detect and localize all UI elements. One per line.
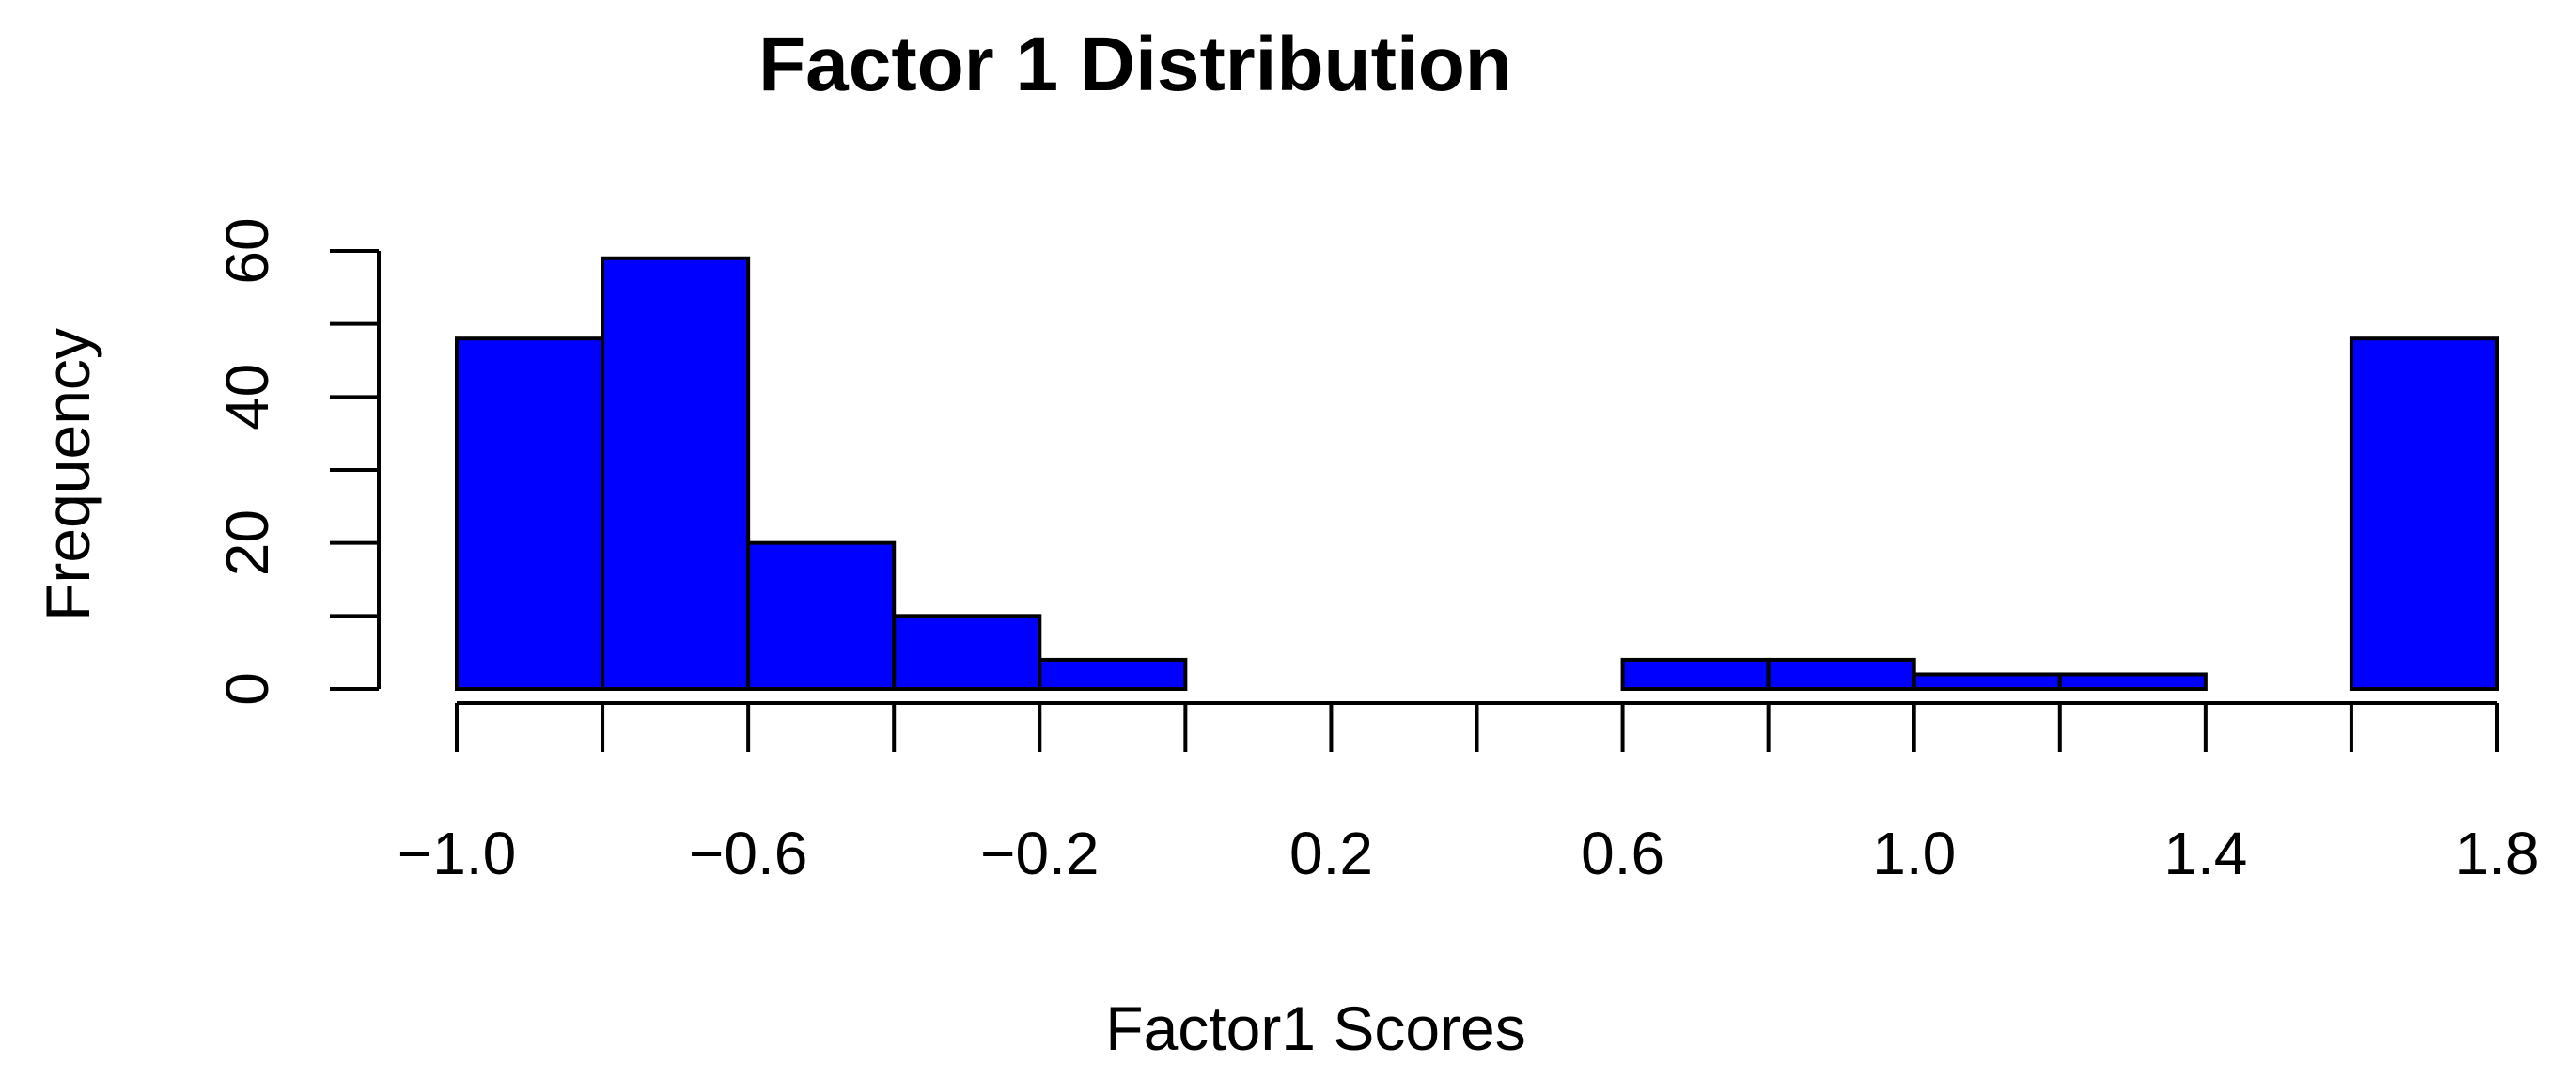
y-axis: 0 20 40 60 (213, 217, 381, 706)
y-axis-label: Frequency (33, 328, 102, 621)
bars-group (455, 256, 2499, 692)
x-tick-label: −0.2 (980, 820, 1099, 887)
y-tick-label: 40 (213, 364, 281, 430)
x-tick-label: 0.2 (1289, 820, 1373, 887)
x-tick-label: −1.0 (398, 820, 516, 887)
x-tick-label: 0.6 (1581, 820, 1664, 887)
x-tick-label: 1.4 (2163, 820, 2247, 887)
histogram-bar (601, 256, 751, 691)
histogram-bar (455, 336, 605, 691)
histogram-bar (1038, 657, 1188, 692)
x-tick-label: −0.6 (689, 820, 807, 887)
y-tick-label: 20 (213, 509, 281, 576)
histogram-bar (892, 614, 1042, 691)
chart-title: Factor 1 Distribution (758, 22, 1512, 107)
histogram-bar (746, 540, 897, 692)
x-axis-label: Factor1 Scores (1105, 993, 1526, 1063)
x-axis: −1.0 −0.6 −0.2 0.2 0.6 1.0 1.4 1.8 (398, 701, 2539, 887)
histogram-bar (2349, 336, 2499, 691)
x-tick-label: 1.8 (2456, 820, 2539, 887)
histogram-bar (2057, 672, 2208, 692)
y-tick-label: 0 (213, 672, 281, 706)
y-tick-label: 60 (213, 217, 281, 284)
histogram-bar (1912, 672, 2062, 692)
histogram-bar (1620, 657, 1771, 692)
histogram-bar (1766, 657, 1916, 692)
x-tick-label: 1.0 (1872, 820, 1956, 887)
